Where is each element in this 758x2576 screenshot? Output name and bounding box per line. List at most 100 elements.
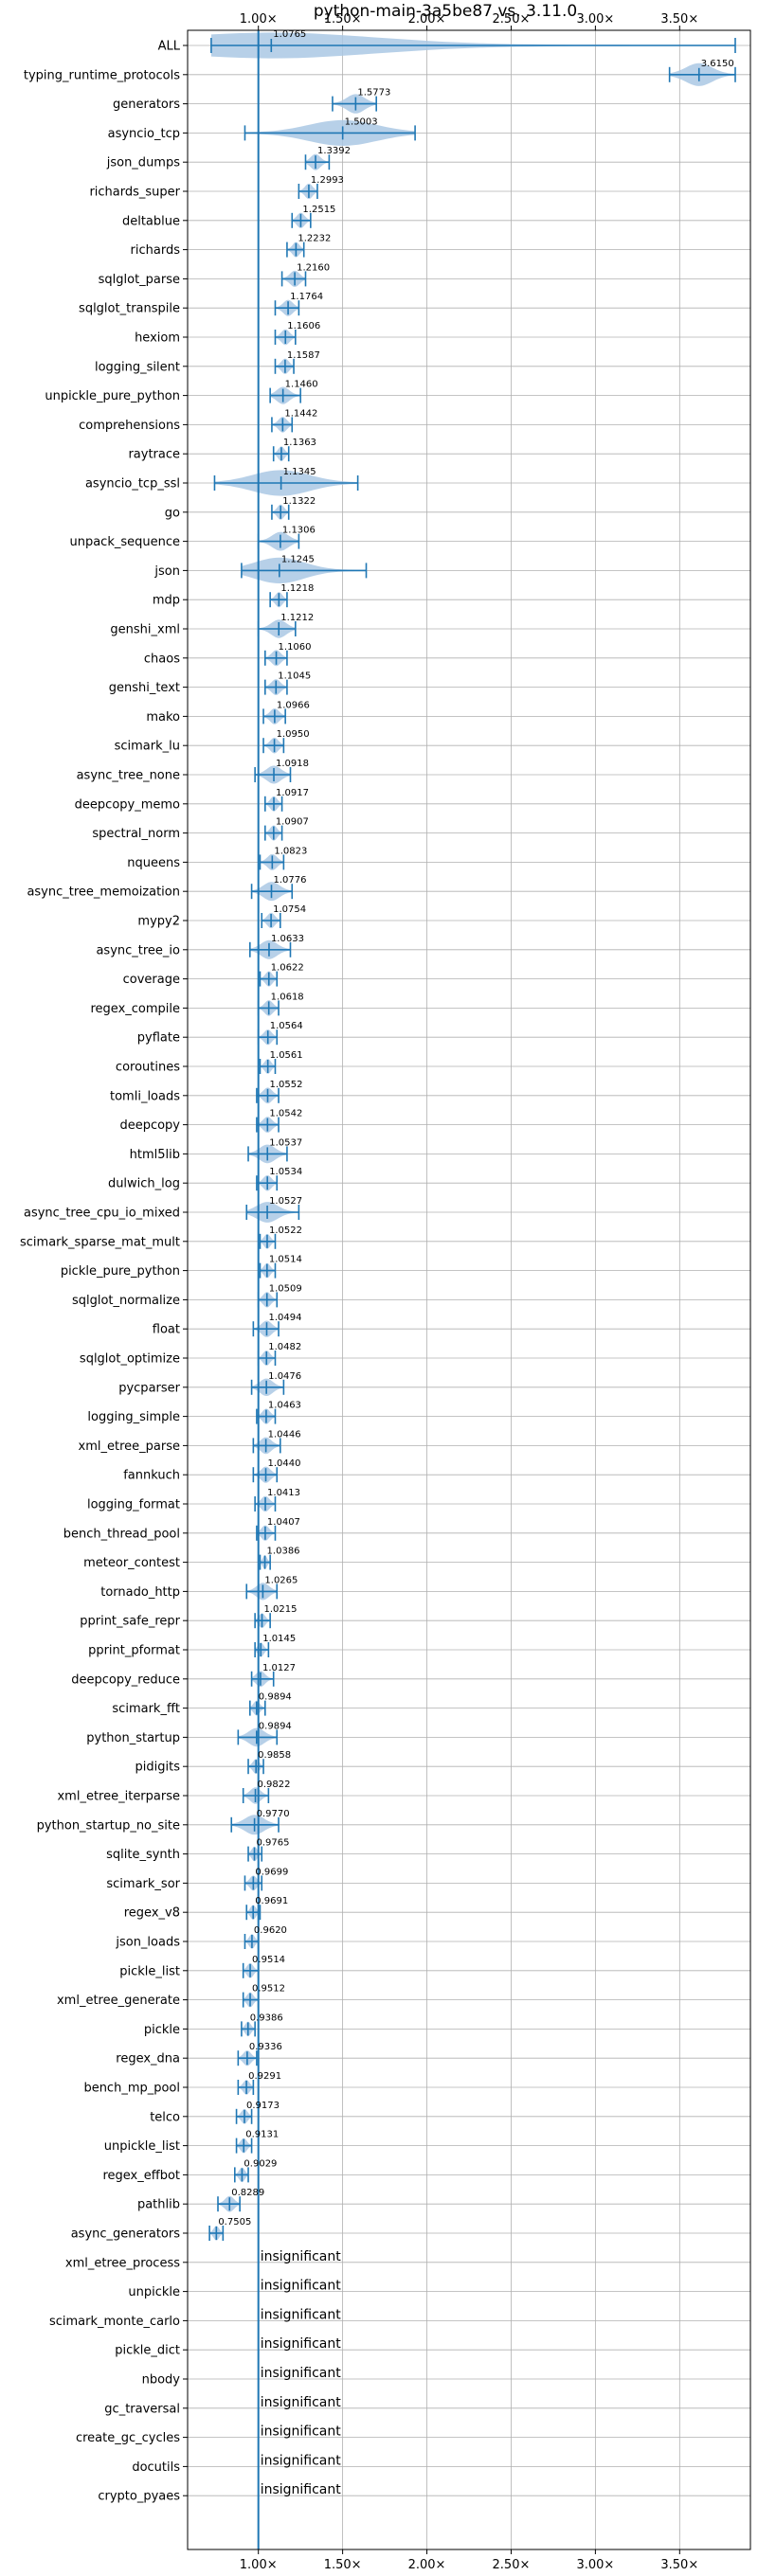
value-label: 1.0476 (268, 1371, 301, 1382)
value-label: 1.1060 (279, 642, 312, 653)
value-label: 1.0633 (271, 934, 304, 944)
category-label: unpickle_list (104, 2139, 180, 2154)
category-label: deepcopy (119, 1118, 180, 1133)
value-label: 1.0413 (267, 1488, 300, 1498)
category-label: async_generators (71, 2227, 181, 2242)
category-label: pprint_pformat (88, 1644, 180, 1658)
category-label: sqlglot_transpile (79, 302, 180, 316)
value-label: 1.3392 (317, 146, 351, 156)
category-label: scimark_lu (115, 740, 180, 754)
value-label: 0.9336 (249, 2042, 282, 2052)
category-label: unpickle (128, 2285, 180, 2299)
category-label: logging_format (87, 1498, 180, 1512)
value-label: 1.1306 (282, 526, 316, 536)
category-label: dulwich_log (108, 1177, 180, 1191)
insignificant-label: insignificant (261, 2424, 342, 2440)
value-label: 1.0754 (273, 904, 306, 915)
category-label: go (165, 506, 180, 520)
x-tick-label-bottom: 3.50× (660, 2558, 698, 2572)
category-label: json (153, 564, 180, 579)
value-label: 1.0265 (264, 1575, 298, 1585)
category-label: fannkuch (123, 1469, 180, 1483)
category-label: ALL (158, 40, 181, 54)
value-label: 0.9770 (257, 1809, 290, 1819)
value-label: 1.0765 (273, 29, 306, 40)
value-label: 1.5773 (357, 88, 390, 98)
category-label: gc_traversal (104, 2402, 180, 2416)
category-label: pycparser (118, 1381, 180, 1395)
value-label: 1.0509 (269, 1283, 302, 1294)
insignificant-label: insignificant (261, 2366, 342, 2381)
value-label: 1.0494 (268, 1313, 301, 1323)
value-label: 0.9822 (258, 1780, 291, 1790)
x-tick-label-top: 3.00× (576, 12, 614, 27)
value-label: 1.0127 (262, 1663, 296, 1673)
x-tick-label-top: 1.00× (240, 12, 278, 27)
x-tick-label-bottom: 2.00× (408, 2558, 446, 2572)
category-label: coverage (123, 973, 180, 987)
value-label: 1.0950 (277, 729, 310, 740)
value-label: 1.1245 (281, 554, 315, 564)
value-label: 0.9386 (250, 2012, 283, 2023)
category-label: comprehensions (79, 419, 180, 433)
value-label: 1.0622 (271, 963, 304, 974)
category-label: mypy2 (137, 915, 180, 929)
category-label: pprint_safe_repr (80, 1615, 180, 1629)
insignificant-label: insignificant (261, 2482, 342, 2497)
category-label: logging_simple (87, 1410, 180, 1424)
value-label: 0.9620 (254, 1925, 287, 1936)
value-label: 1.0561 (270, 1050, 303, 1061)
value-label: 1.0407 (267, 1517, 300, 1528)
x-tick-label-top: 2.00× (408, 12, 446, 27)
value-label: 1.1587 (287, 350, 320, 361)
value-label: 0.8289 (231, 2188, 264, 2198)
value-label: 1.0514 (269, 1255, 302, 1265)
plot-frame (187, 29, 751, 2550)
value-label: 0.9029 (244, 2158, 277, 2169)
chart-title: python-main-3a5be87 vs. 3.11.0 (314, 2, 577, 21)
value-label: 1.1212 (280, 613, 314, 623)
value-label: 1.0542 (269, 1109, 302, 1119)
category-label: docutils (132, 2460, 180, 2475)
category-label: scimark_monte_carlo (49, 2315, 180, 2329)
value-label: 1.2515 (302, 205, 335, 215)
value-label: 1.0552 (270, 1080, 303, 1090)
category-label: raytrace (128, 448, 180, 462)
category-label: scimark_sparse_mat_mult (20, 1235, 180, 1249)
value-label: 1.0386 (267, 1547, 300, 1557)
category-label: hexiom (135, 331, 180, 346)
category-label: deepcopy_reduce (71, 1673, 180, 1687)
category-label: scimark_sor (106, 1877, 180, 1891)
category-label: deltablue (122, 214, 180, 228)
category-label: pidigits (135, 1761, 181, 1775)
x-tick-label-bottom: 2.50× (493, 2558, 531, 2572)
axis-layer: 1.00× 1.00× 1.50× 1.50× 2.00× 2.00× 2.50× 2.50×… (20, 12, 698, 2572)
insignificant-label: insignificant (261, 2336, 342, 2352)
value-label: 1.0537 (269, 1137, 302, 1148)
value-label: 1.1460 (285, 380, 318, 390)
value-label: 1.2232 (298, 234, 331, 244)
category-label: sqlglot_normalize (72, 1294, 180, 1308)
value-label: 1.0534 (269, 1167, 302, 1177)
value-label: 0.9173 (246, 2101, 280, 2111)
category-label: xml_etree_parse (79, 1440, 180, 1454)
category-label: pickle_pure_python (61, 1264, 180, 1279)
category-label: mdp (153, 594, 180, 608)
category-label: richards_super (89, 186, 180, 200)
category-label: coroutines (116, 1061, 180, 1075)
value-label: 0.9131 (245, 2130, 279, 2140)
violin-layer (208, 30, 736, 2549)
x-tick-label-bottom: 3.00× (576, 2558, 614, 2572)
value-label: 1.0527 (269, 1196, 302, 1207)
category-label: xml_etree_process (65, 2256, 180, 2270)
category-label: pyflate (137, 1031, 180, 1046)
category-label: asyncio_tcp_ssl (85, 477, 180, 492)
value-label: 1.1764 (290, 292, 323, 302)
category-label: pickle_list (119, 1964, 180, 1978)
value-label: 0.7505 (218, 2217, 251, 2227)
category-label: regex_effbot (102, 2169, 180, 2183)
category-label: bench_thread_pool (63, 1527, 180, 1541)
value-label: 1.0823 (274, 846, 307, 856)
insignificant-label: insignificant (261, 2279, 342, 2294)
category-label: bench_mp_pool (83, 2082, 180, 2096)
